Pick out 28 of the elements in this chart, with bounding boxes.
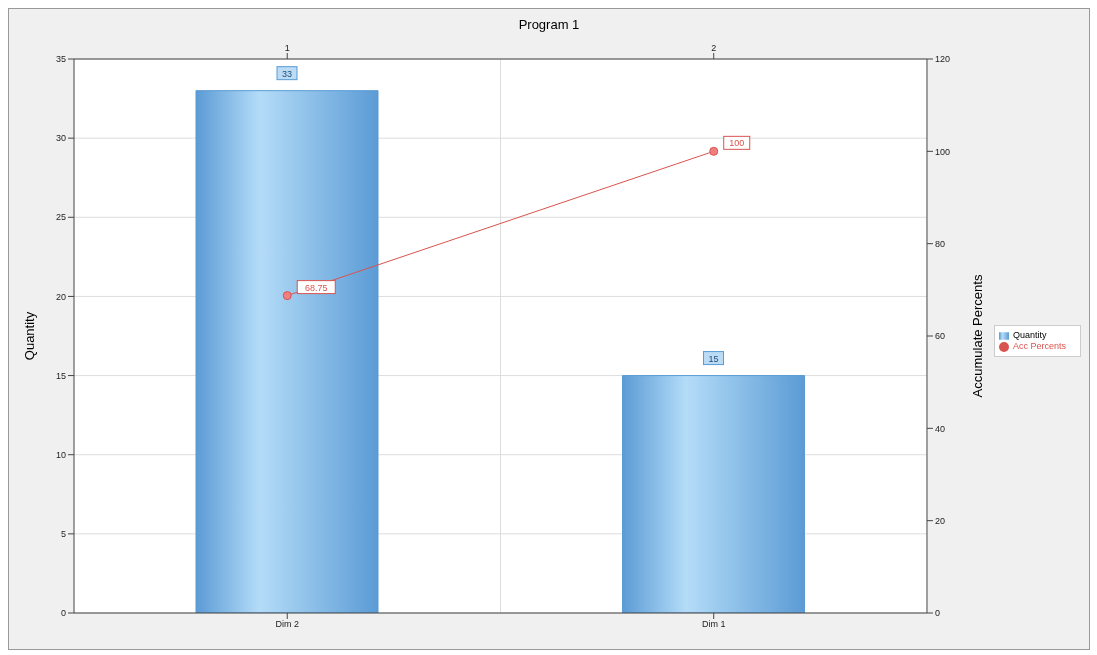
- x-tick-label: Dim 1: [701, 619, 726, 630]
- y-tick-label: 0: [60, 608, 66, 619]
- y-tick-label: 35: [55, 54, 66, 65]
- legend-label: Acc Percents: [1012, 341, 1066, 351]
- y-tick-label: 20: [55, 291, 66, 302]
- y2-tick-label: 20: [934, 515, 945, 526]
- legend-label: Quantity: [1012, 330, 1047, 341]
- chart-title: Program 1: [517, 16, 581, 34]
- data-label: 100: [729, 138, 745, 149]
- x2-tick-label: 2: [711, 43, 717, 53]
- y2-tick-label: 80: [934, 238, 945, 249]
- y2-tick-label: 60: [934, 331, 945, 342]
- y-tick-label: 30: [55, 133, 66, 144]
- x2-tick-label: 1: [284, 43, 290, 53]
- data-label: 15: [708, 353, 719, 364]
- data-label: 33: [281, 68, 293, 79]
- y2-axis-title: Accumulate Percents: [969, 274, 985, 398]
- y-axis-title: Quantity: [21, 311, 37, 361]
- y2-tick-label: 0: [934, 608, 940, 619]
- y-tick-label: 15: [55, 370, 66, 381]
- y-tick-label: 5: [60, 529, 66, 540]
- x-tick-label: Dim 2: [275, 619, 299, 630]
- y2-tick-label: 100: [934, 146, 950, 157]
- y2-tick-label: 120: [934, 54, 950, 65]
- y-tick-label: 25: [55, 212, 66, 223]
- data-label: 68.75: [304, 282, 328, 293]
- y-tick-label: 10: [55, 449, 66, 460]
- y2-tick-label: 40: [934, 423, 945, 434]
